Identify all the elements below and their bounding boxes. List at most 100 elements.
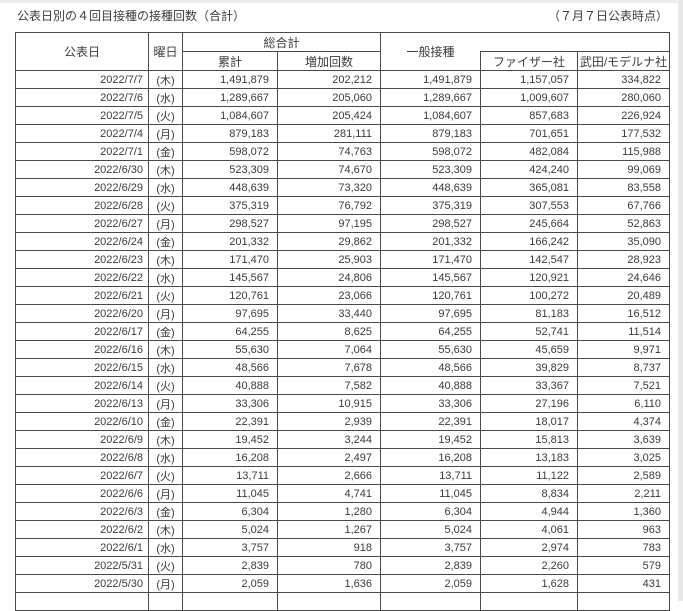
table-row: 2022/6/1 (水) 3,757 918 3,757 2,974 783 — [15, 538, 671, 557]
cell-weekday: (木) — [148, 160, 183, 179]
table-row: 2022/6/14 (火) 40,888 7,582 40,888 33,367… — [15, 376, 671, 395]
cell-date: 2022/6/3 — [15, 502, 149, 521]
cell-date: 2022/6/30 — [15, 160, 149, 179]
cell-takeda-moderna: 2,589 — [577, 466, 671, 485]
cell-increase: 780 — [276, 556, 382, 575]
cell-increase: 918 — [276, 538, 382, 557]
cell-takeda-moderna: 3,639 — [577, 430, 671, 449]
page-title: 公表日別の４回目接種の接種回数（合計） — [17, 9, 246, 23]
cell-weekday: (木) — [148, 430, 183, 449]
cell-date: 2022/5/30 — [15, 574, 149, 593]
header-pfizer: ファイザー社 — [480, 51, 579, 71]
cell-pfizer: 13,183 — [480, 448, 579, 467]
cell-general: 201,332 — [380, 232, 482, 251]
cell-cumulative: 1,084,607 — [182, 106, 278, 125]
cell-takeda-moderna: 9,971 — [577, 340, 671, 359]
cell-cumulative: 22,391 — [182, 412, 278, 431]
cell-takeda-moderna: 20,489 — [577, 286, 671, 305]
cell-general: 97,695 — [380, 304, 482, 323]
cell-cumulative: 1,491,879 — [182, 70, 278, 89]
cell-cumulative: 298,527 — [182, 214, 278, 233]
cell-general: 40,888 — [380, 376, 482, 395]
cell-cumulative: 40,888 — [182, 376, 278, 395]
cell-increase: 1,280 — [276, 502, 382, 521]
cell-takeda-moderna: 24,646 — [577, 268, 671, 287]
cell-takeda-moderna: 1,360 — [577, 502, 671, 521]
cell-takeda-moderna: 115,988 — [577, 142, 671, 161]
cell-general: 5,024 — [380, 520, 482, 539]
cell-takeda-moderna — [577, 592, 671, 611]
cell-general: 33,306 — [380, 394, 482, 413]
table-row: 2022/6/15 (水) 48,566 7,678 48,566 39,829… — [15, 358, 671, 377]
table-row: 2022/6/27 (月) 298,527 97,195 298,527 245… — [15, 214, 671, 233]
cell-date: 2022/6/15 — [15, 358, 149, 377]
cell-cumulative: 55,630 — [182, 340, 278, 359]
cell-takeda-moderna: 6,110 — [577, 394, 671, 413]
cell-increase: 7,582 — [276, 376, 382, 395]
cell-general: 523,309 — [380, 160, 482, 179]
cell-increase: 29,862 — [276, 232, 382, 251]
cell-weekday: (木) — [148, 250, 183, 269]
cell-takeda-moderna: 35,090 — [577, 232, 671, 251]
cell-general: 1,289,667 — [380, 88, 482, 107]
cell-pfizer: 81,183 — [480, 304, 579, 323]
cell-date: 2022/6/14 — [15, 376, 149, 395]
cell-weekday: (火) — [148, 106, 183, 125]
table-row: 2022/7/7 (木) 1,491,879 202,212 1,491,879… — [15, 70, 671, 89]
cell-date: 2022/6/8 — [15, 448, 149, 467]
cell-pfizer: 100,272 — [480, 286, 579, 305]
cell-date: 2022/7/6 — [15, 88, 149, 107]
cell-weekday: (水) — [148, 178, 183, 197]
cell-cumulative: 171,470 — [182, 250, 278, 269]
cell-takeda-moderna: 963 — [577, 520, 671, 539]
cell-date — [15, 592, 149, 611]
table-row: 2022/6/30 (木) 523,309 74,670 523,309 424… — [15, 160, 671, 179]
cell-increase: 10,915 — [276, 394, 382, 413]
table-row: 2022/6/8 (水) 16,208 2,497 16,208 13,183 … — [15, 448, 671, 467]
cell-date: 2022/6/16 — [15, 340, 149, 359]
table-row: 2022/6/29 (水) 448,639 73,320 448,639 365… — [15, 178, 671, 197]
cell-increase: 7,064 — [276, 340, 382, 359]
cell-weekday: (火) — [148, 196, 183, 215]
window-right-edge — [678, 0, 683, 601]
cell-date: 2022/6/22 — [15, 268, 149, 287]
cell-increase: 1,267 — [276, 520, 382, 539]
cell-weekday: (水) — [148, 358, 183, 377]
header-weekday: 曜日 — [148, 32, 183, 71]
cell-cumulative: 120,761 — [182, 286, 278, 305]
cell-cumulative: 33,306 — [182, 394, 278, 413]
cell-takeda-moderna: 16,512 — [577, 304, 671, 323]
cell-weekday: (木) — [148, 520, 183, 539]
cell-weekday: (水) — [148, 448, 183, 467]
cell-general — [380, 592, 482, 611]
table-row: 2022/6/7 (火) 13,711 2,666 13,711 11,122 … — [15, 466, 671, 485]
cell-takeda-moderna: 783 — [577, 538, 671, 557]
cell-cumulative: 13,711 — [182, 466, 278, 485]
cell-weekday: (月) — [148, 484, 183, 503]
cell-cumulative: 2,059 — [182, 574, 278, 593]
cell-general: 145,567 — [380, 268, 482, 287]
cell-increase: 74,763 — [276, 142, 382, 161]
table-row: 2022/6/21 (火) 120,761 23,066 120,761 100… — [15, 286, 671, 305]
table-row: 2022/7/6 (水) 1,289,667 205,060 1,289,667… — [15, 88, 671, 107]
cell-pfizer: 142,547 — [480, 250, 579, 269]
vaccination-table-wrap: 公表日 曜日 総合計 一般接種 累計 増加回数 ファイザー社 武田/モデルナ社 … — [15, 32, 671, 611]
cell-takeda-moderna: 11,514 — [577, 322, 671, 341]
cell-pfizer: 1,157,057 — [480, 70, 579, 89]
cell-takeda-moderna: 99,069 — [577, 160, 671, 179]
cell-weekday: (金) — [148, 232, 183, 251]
cell-weekday: (金) — [148, 502, 183, 521]
cell-increase: 73,320 — [276, 178, 382, 197]
table-row: 2022/5/31 (火) 2,839 780 2,839 2,260 579 — [15, 556, 671, 575]
cell-increase: 97,195 — [276, 214, 382, 233]
table-row: 2022/6/22 (水) 145,567 24,806 145,567 120… — [15, 268, 671, 287]
cell-cumulative: 5,024 — [182, 520, 278, 539]
cell-cumulative: 97,695 — [182, 304, 278, 323]
cell-weekday — [148, 592, 183, 611]
cell-general: 55,630 — [380, 340, 482, 359]
cell-general: 13,711 — [380, 466, 482, 485]
cell-date: 2022/7/7 — [15, 70, 149, 89]
cell-pfizer: 27,196 — [480, 394, 579, 413]
vaccination-table: 公表日 曜日 総合計 一般接種 累計 増加回数 ファイザー社 武田/モデルナ社 … — [15, 32, 671, 611]
cell-pfizer: 245,664 — [480, 214, 579, 233]
